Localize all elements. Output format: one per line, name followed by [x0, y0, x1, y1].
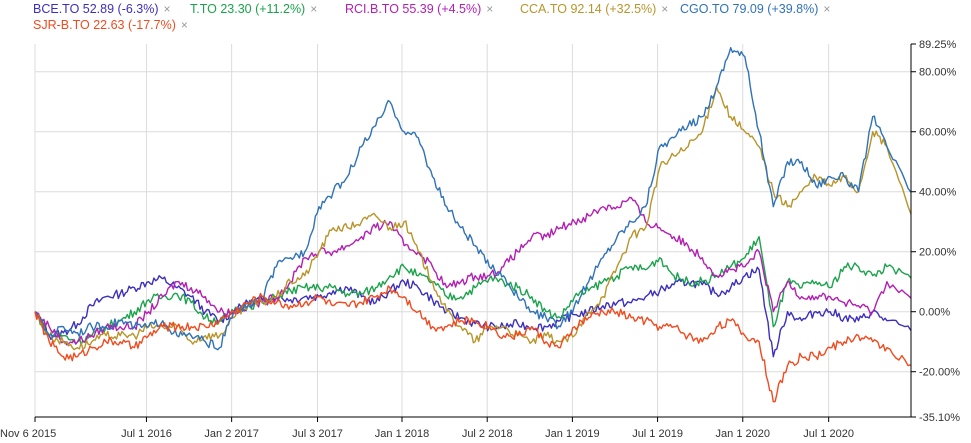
legend-label: CGO.TO 79.09 (+39.8%)	[680, 2, 819, 16]
legend-item-cca-to[interactable]: CCA.TO 92.14 (+32.5%) ×	[520, 2, 668, 16]
y-tick-label: 89.25%	[919, 39, 957, 51]
legend-label: T.TO 23.30 (+11.2%)	[190, 2, 306, 16]
x-tick-label: Jan 1 2020	[716, 428, 770, 440]
grid	[34, 44, 911, 417]
y-tick-label: 40.00%	[919, 187, 957, 199]
legend-label: RCI.B.TO 55.39 (+4.5%)	[345, 2, 482, 16]
close-icon[interactable]: ×	[486, 2, 494, 16]
series-line-sjr-b-to	[34, 285, 912, 403]
close-icon[interactable]: ×	[310, 2, 318, 16]
x-tick-label: Jul 1 2020	[803, 428, 854, 440]
series-lines	[34, 47, 912, 403]
close-icon[interactable]: ×	[823, 2, 831, 16]
y-tick-label: 0.00%	[919, 307, 950, 319]
y-tick-label: -35.10%	[919, 412, 960, 424]
legend-item-bce-to[interactable]: BCE.TO 52.89 (-6.3%) ×	[33, 2, 171, 16]
x-tick-label: Jul 3 2017	[292, 428, 343, 440]
legend-label: BCE.TO 52.89 (-6.3%)	[33, 2, 159, 16]
x-tick-label: Jan 1 2018	[375, 428, 429, 440]
series-line-cgo-to	[34, 47, 912, 351]
y-tick-label: 60.00%	[919, 127, 957, 139]
close-icon[interactable]: ×	[163, 2, 171, 16]
series-line-rci-b-to	[34, 196, 912, 346]
series-line-t-to	[34, 235, 912, 346]
x-tick-label: Nov 6 2015	[0, 428, 56, 440]
x-tick-label: Jul 2 2018	[462, 428, 513, 440]
y-tick-label: 80.00%	[919, 67, 957, 79]
x-tick-label: Jan 2 2017	[204, 428, 258, 440]
axes: 89.25% 80.00% 60.00% 40.00% 20.00% 0.00% -20.0…	[0, 39, 960, 440]
close-icon[interactable]: ×	[180, 18, 188, 32]
legend-item-cgo-to[interactable]: CGO.TO 79.09 (+39.8%) ×	[680, 2, 830, 16]
x-tick-label: Jul 1 2016	[121, 428, 172, 440]
close-icon[interactable]: ×	[661, 2, 669, 16]
y-tick-label: -20.00%	[919, 367, 960, 379]
legend-label: SJR-B.TO 22.63 (-17.7%)	[33, 18, 176, 32]
legend-item-rci-b-to[interactable]: RCI.B.TO 55.39 (+4.5%) ×	[345, 2, 493, 16]
series-line-cca-to	[34, 85, 912, 351]
legend-item-sjr-b-to[interactable]: SJR-B.TO 22.63 (-17.7%) ×	[33, 18, 188, 32]
y-tick-label: 20.00%	[919, 247, 957, 259]
x-tick-label: Jan 1 2019	[545, 428, 599, 440]
legend-label: CCA.TO 92.14 (+32.5%)	[520, 2, 657, 16]
x-tick-label: Jul 1 2019	[632, 428, 683, 440]
legend-item-t-to[interactable]: T.TO 23.30 (+11.2%) ×	[190, 2, 317, 16]
